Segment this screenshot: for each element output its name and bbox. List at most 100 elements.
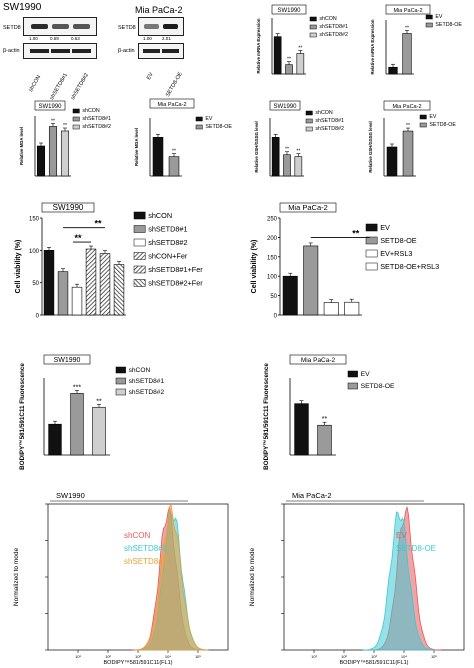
bar-shCON: [48, 423, 62, 456]
legend-swatch: [133, 225, 146, 233]
bar-shSETD8#1: [57, 271, 69, 316]
chart-title: SW1990: [38, 104, 62, 110]
x-tick-label: 10²: [341, 654, 347, 659]
western-mia-value: 1.00: [143, 36, 152, 41]
histogram-shSETD8#2: [134, 503, 208, 651]
bar-shCON: [36, 145, 46, 177]
chart-title-box: [43, 354, 91, 365]
legend-label: EV: [396, 531, 407, 540]
western-sw-value: 0.63: [71, 36, 80, 41]
legend-swatch: [365, 223, 378, 232]
bar-shSETD8#1: [70, 393, 84, 456]
y-tick-label: 0: [36, 314, 40, 320]
legend-swatch: [115, 388, 126, 396]
band: [162, 49, 179, 53]
significance-label: **: [172, 149, 176, 155]
significance-label: **: [94, 219, 102, 229]
legend-swatch: [425, 14, 433, 20]
legend-label: shCON+Fer: [148, 252, 188, 261]
bar-shCON: [273, 36, 282, 75]
legend-swatch: [365, 236, 378, 245]
significance-label: **: [285, 147, 289, 153]
band: [51, 49, 70, 53]
bar-SETD8-OE: [402, 33, 412, 75]
chart-gsh-sw: SW1990 Relative GSH/GSSG level ** ** shCON sh…: [254, 100, 344, 177]
bar-SETD8-OE+RSL3: [344, 301, 360, 316]
legend-label: shSETD8#1: [124, 544, 168, 553]
legend-label: shSETD8#2: [319, 32, 348, 38]
chart-title: SW1990: [54, 357, 81, 364]
y-tick-label: 50: [270, 294, 277, 300]
western-sw-lane: shCON: [28, 74, 43, 93]
chart-title-box: [34, 100, 66, 111]
legend-label: SETD8-OE: [361, 383, 395, 390]
legend-label: EV: [361, 371, 371, 378]
western-mia-title: Mia PaCa-2: [135, 5, 183, 15]
bar-shSETD8#1: [48, 126, 58, 177]
chart-title-box: [41, 202, 95, 213]
chart-title-box: [289, 354, 347, 365]
y-tick-label: 150: [29, 217, 40, 223]
x-tick-label: 10¹: [75, 654, 81, 659]
legend-swatch: [195, 116, 203, 122]
bar-EV+RSL3: [323, 302, 339, 316]
bar-EV: [388, 66, 398, 75]
x-axis-label: BODIPY™581/591C11(FL1): [104, 660, 173, 666]
legend-label: shCON: [129, 367, 151, 374]
bar-EV: [152, 137, 164, 177]
band: [163, 24, 178, 29]
western-sw-value: 1.00: [29, 36, 38, 41]
legend-label: shCON: [319, 16, 337, 22]
chart-flow-mia: Mia PaCa-2 Normalized to mode BODIPY™581/5…: [249, 491, 465, 666]
legend-label: shSETD8#1: [319, 24, 348, 30]
chart-title-box: [269, 100, 301, 111]
legend-swatch: [115, 377, 126, 385]
x-tick-label: 10²: [105, 654, 111, 659]
legend-label: shSETD8#1: [129, 378, 165, 385]
y-axis-label: Cell viability (%): [15, 240, 22, 294]
chart-title-box: [385, 4, 431, 15]
chart-flow-sw: SW1990 Normalized to mode BODIPY™581/591C1…: [13, 491, 229, 666]
legend-label: SETD8-OE: [380, 236, 417, 245]
legend-swatch: [425, 22, 433, 28]
legend-swatch: [195, 124, 203, 130]
chart-title: Mia PaCa-2: [292, 491, 332, 500]
western-sw-row-actin: β-actin: [3, 48, 20, 54]
bar-EV: [282, 275, 298, 316]
legend-swatch: [72, 108, 80, 114]
bar-EV: [294, 403, 309, 456]
chart-mda-sw: SW1990 Relative MDA level ** ** shCON shSETD8…: [19, 100, 111, 177]
western-sw-value: 0.59: [50, 36, 59, 41]
legend-label: shCON: [82, 108, 100, 114]
legend-swatch: [419, 122, 427, 128]
legend-swatch: [309, 32, 317, 38]
western-mia-blot-setd8: [138, 17, 184, 36]
y-tick-label: 100: [29, 249, 40, 255]
band: [30, 49, 49, 53]
y-axis-label: Relative mRNA Expression: [370, 19, 375, 74]
y-tick-label: 250: [267, 217, 278, 223]
y-axis-label: Normalized to mode: [249, 548, 256, 607]
chart-title-box: [271, 4, 307, 15]
bar-SETD8-OE: [303, 245, 319, 316]
chart-title: Mia PaCa-2: [301, 357, 336, 364]
legend-label: shSETD8#2: [315, 126, 344, 132]
significance-label: **: [296, 149, 300, 155]
legend-swatch: [309, 16, 317, 22]
legend-swatch: [72, 124, 80, 130]
legend-swatch: [115, 366, 126, 374]
x-tick-label: 10⁵: [431, 654, 437, 659]
legend-swatch: [365, 262, 378, 271]
band: [31, 24, 48, 29]
legend-swatch: [133, 265, 146, 274]
bar-SETD8-OE: [168, 156, 180, 177]
legend-label: SETD8-OE+RSL3: [380, 262, 439, 271]
significance-label: **: [96, 398, 102, 405]
legend-swatch: [305, 118, 313, 124]
bar-shSETD8#2: [294, 156, 303, 177]
bar-EV: [386, 146, 398, 177]
y-axis-label: BODIPY™581/591C11 Fluorescence: [19, 363, 26, 470]
legend-label: EV: [205, 116, 213, 122]
band: [73, 24, 90, 29]
legend-swatch: [419, 114, 427, 120]
